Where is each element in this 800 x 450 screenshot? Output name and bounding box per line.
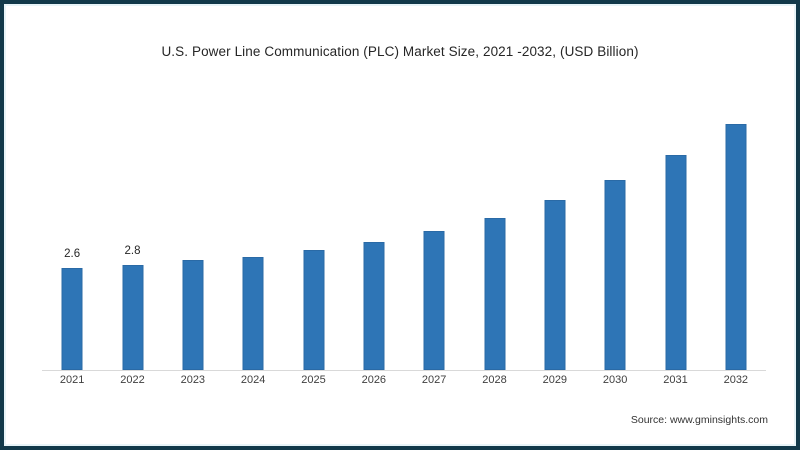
- x-tick-label: 2026: [361, 374, 387, 386]
- bar-slot: [646, 76, 706, 370]
- bar-slot: [344, 76, 404, 370]
- bar[interactable]: [604, 180, 626, 370]
- x-tick-label: 2025: [301, 374, 326, 386]
- x-tick-label: 2032: [723, 374, 749, 386]
- bar-slot: [284, 76, 344, 370]
- bar[interactable]: [725, 124, 747, 370]
- chart-title: U.S. Power Line Communication (PLC) Mark…: [161, 44, 639, 59]
- bar[interactable]: [665, 155, 686, 370]
- source-attribution: Source: www.gminsights.com: [630, 414, 768, 426]
- bar-value-label: 2.8: [124, 245, 141, 257]
- bar-slot: [465, 76, 525, 370]
- x-tick-label: 2024: [240, 374, 266, 386]
- bar[interactable]: [182, 260, 204, 370]
- bar-slot: [163, 76, 223, 370]
- bar-value-label: 2.6: [64, 248, 81, 260]
- bar-slot: [223, 76, 283, 370]
- bar-slot: 2.6: [42, 76, 102, 370]
- x-tick-label: 2028: [482, 374, 507, 386]
- bar-slot: [525, 76, 585, 370]
- bar[interactable]: [303, 250, 324, 370]
- bar-series: 2.6 2.8: [42, 76, 766, 370]
- x-tick-label: 2029: [542, 374, 568, 386]
- bar[interactable]: [423, 231, 445, 370]
- bar[interactable]: [484, 218, 505, 370]
- x-tick-label: 2023: [180, 374, 206, 386]
- bar[interactable]: [544, 200, 566, 370]
- x-tick-label: 2030: [602, 374, 628, 386]
- bar[interactable]: [61, 268, 83, 370]
- bar-slot: [404, 76, 464, 370]
- bar-slot: [706, 76, 766, 370]
- x-tick-label: 2021: [59, 374, 85, 386]
- bar-slot: [585, 76, 645, 370]
- x-tick-label: 2022: [120, 374, 145, 386]
- chart-card-inner-border: U.S. Power Line Communication (PLC) Mark…: [4, 4, 796, 446]
- plot-area: 2.6 2.8: [42, 76, 766, 371]
- x-axis-line: [42, 370, 766, 371]
- bar[interactable]: [242, 257, 264, 370]
- bar[interactable]: [363, 242, 385, 370]
- x-axis-tick-labels: 2021 2022 2023 2024 2025 2026 2027 2028 2029 2030…: [42, 374, 766, 394]
- x-tick-label: 2031: [663, 374, 688, 386]
- x-tick-label: 2027: [421, 374, 447, 386]
- bar-slot: 2.8: [103, 76, 163, 370]
- bar[interactable]: [122, 265, 143, 370]
